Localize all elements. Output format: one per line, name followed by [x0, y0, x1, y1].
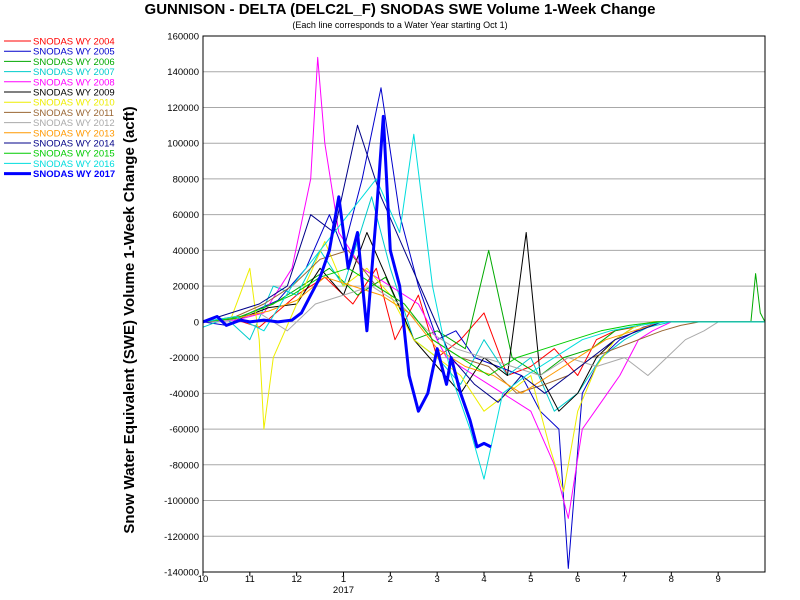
y-tick-label: -140000	[164, 568, 199, 579]
legend-label: SNODAS WY 2008	[33, 77, 115, 88]
y-tick-label: -60000	[169, 425, 199, 436]
y-tick-label: 20000	[173, 282, 199, 293]
y-tick-label: 0	[194, 317, 199, 328]
legend-label: SNODAS WY 2010	[33, 98, 115, 109]
series-line-snodas-wy-2009	[202, 232, 765, 412]
series-line-snodas-wy-2012	[202, 285, 765, 376]
y-tick-label: 120000	[167, 103, 199, 114]
legend-label: SNODAS WY 2011	[33, 108, 114, 119]
y-tick-label: -40000	[169, 389, 199, 400]
y-tick-label: 80000	[173, 174, 199, 185]
chart-title: GUNNISON - DELTA (DELC2L_F) SNODAS SWE V…	[144, 1, 656, 18]
x-tick-label: 9	[716, 574, 721, 585]
chart-subtitle: (Each line corresponds to a Water Year s…	[292, 20, 508, 30]
series-line-snodas-wy-2017	[202, 114, 492, 449]
plot-border	[202, 35, 766, 573]
y-tick-label: 100000	[167, 139, 199, 150]
y-tick-label: 160000	[167, 32, 199, 43]
y-tick-label: 60000	[173, 210, 199, 221]
x-tick-label: 6	[575, 574, 580, 585]
y-axis-label: Snow Water Equivalent (SWE) Volume 1-Wee…	[121, 106, 138, 533]
x-tick-label: 5	[528, 574, 533, 585]
legend-label: SNODAS WY 2004	[33, 37, 115, 48]
y-tick-label: 40000	[173, 246, 199, 257]
y-tick-label: -80000	[169, 460, 199, 471]
series-line-snodas-wy-2016	[202, 133, 765, 480]
legend-label: SNODAS WY 2017	[33, 169, 115, 180]
y-tick-label: 140000	[167, 67, 199, 78]
x-tick-label: 10	[198, 574, 209, 585]
plot-area: -140000 -120000 -100000 -80000 -60000 -40000 -…	[164, 32, 766, 596]
series-line-snodas-wy-2008	[202, 56, 765, 519]
legend-label: SNODAS WY 2015	[33, 149, 115, 160]
x-tick-label: 1	[341, 574, 346, 585]
y-tick-label: -100000	[164, 496, 199, 507]
y-tick-label: -120000	[164, 532, 199, 543]
x-tick-label: 12	[291, 574, 302, 585]
x-tick-label: 8	[669, 574, 674, 585]
legend-label: SNODAS WY 2009	[33, 88, 115, 99]
x-tick-label: 3	[435, 574, 440, 585]
y-tick-label: -20000	[169, 353, 199, 364]
legend-label: SNODAS WY 2016	[33, 159, 115, 170]
x-tick-label: 11	[245, 574, 255, 585]
legend-label: SNODAS WY 2013	[33, 128, 115, 139]
x-tick-label: 2	[388, 574, 393, 585]
x-year-label: 2017	[333, 585, 354, 596]
series-line-snodas-wy-2015	[202, 267, 765, 376]
x-tick-label: 4	[481, 574, 486, 585]
legend-label: SNODAS WY 2012	[33, 118, 115, 129]
legend-label: SNODAS WY 2005	[33, 47, 115, 58]
x-tick-label: 7	[622, 574, 627, 585]
series-line-snodas-wy-2011	[202, 249, 765, 394]
legend-label: SNODAS WY 2007	[33, 67, 115, 78]
legend-label: SNODAS WY 2014	[33, 139, 115, 150]
legend-label: SNODAS WY 2006	[33, 57, 115, 68]
